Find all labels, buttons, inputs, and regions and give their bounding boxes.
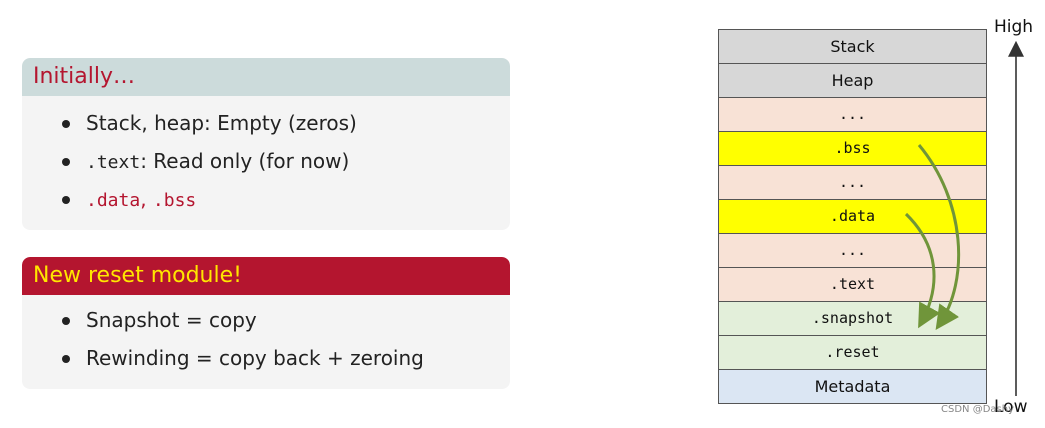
memory-segment: .text (719, 268, 986, 302)
memory-segment: .bss (719, 132, 986, 166)
memory-segment: ... (719, 234, 986, 268)
list-item-snapshot: Snapshot = copy (22, 301, 510, 339)
low-label: Low (994, 397, 1028, 417)
watermark: CSDN @Dashy (941, 404, 1014, 415)
list-item-stack-heap: Stack, heap: Empty (zeros) (22, 104, 510, 142)
high-label: High (994, 17, 1034, 37)
memory-segment: .reset (719, 336, 986, 370)
data-segment-name: .data (86, 190, 141, 211)
data-to-snapshot-arrow (904, 212, 941, 329)
list-item-text: .text: Read only (for now) (22, 142, 510, 180)
memory-segment: ... (719, 98, 986, 132)
memory-segment: Stack (719, 30, 986, 64)
text-segment-name: .text (86, 152, 141, 173)
initially-box: Initially… Stack, heap: Empty (zeros) .t… (22, 58, 510, 230)
reset-module-list: Snapshot = copy Rewinding = copy back + … (22, 301, 510, 377)
memory-segment: Metadata (719, 370, 986, 403)
bss-to-snapshot-arrow (917, 144, 961, 330)
bss-segment-name: .bss (152, 190, 197, 211)
initially-list: Stack, heap: Empty (zeros) .text: Read o… (22, 104, 510, 218)
list-item-data-bss: .data, .bss (22, 180, 510, 218)
initially-title: Initially… (22, 58, 510, 96)
reset-module-title: New reset module! (22, 257, 510, 295)
memory-segment: Heap (719, 64, 986, 98)
memory-layout: Stack Heap... .bss... .data... .text .snapsho… (718, 29, 987, 404)
memory-segment: .data (719, 200, 986, 234)
list-item-rewinding: Rewinding = copy back + zeroing (22, 339, 510, 377)
reset-module-box: New reset module! Snapshot = copy Rewind… (22, 257, 510, 389)
